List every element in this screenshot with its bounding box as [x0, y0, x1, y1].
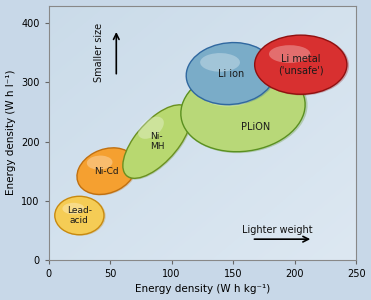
Text: Li metal
('unsafe'): Li metal ('unsafe'): [278, 54, 324, 76]
Text: PLiON: PLiON: [241, 122, 270, 132]
X-axis label: Energy density (W h kg⁻¹): Energy density (W h kg⁻¹): [135, 284, 270, 294]
Ellipse shape: [186, 43, 275, 105]
Text: Li ion: Li ion: [217, 69, 244, 79]
Ellipse shape: [255, 35, 349, 95]
Text: Lead-
acid: Lead- acid: [67, 206, 92, 225]
Ellipse shape: [181, 66, 308, 153]
Ellipse shape: [124, 105, 193, 180]
Ellipse shape: [181, 66, 305, 152]
Ellipse shape: [56, 196, 106, 236]
Text: Ni-
MH: Ni- MH: [150, 132, 164, 151]
Text: Smaller size: Smaller size: [94, 23, 104, 82]
Y-axis label: Energy density (W h l⁻¹): Energy density (W h l⁻¹): [6, 70, 16, 196]
Ellipse shape: [77, 148, 136, 194]
Ellipse shape: [62, 203, 85, 214]
Text: Ni-Cd: Ni-Cd: [94, 167, 119, 176]
Ellipse shape: [201, 81, 256, 106]
Ellipse shape: [78, 148, 138, 196]
Ellipse shape: [87, 156, 112, 170]
Ellipse shape: [138, 117, 164, 139]
Ellipse shape: [269, 45, 311, 63]
Text: Lighter weight: Lighter weight: [242, 225, 312, 235]
Ellipse shape: [55, 196, 104, 235]
Ellipse shape: [187, 43, 277, 106]
Ellipse shape: [255, 35, 347, 94]
Ellipse shape: [200, 53, 240, 72]
Ellipse shape: [123, 105, 191, 178]
